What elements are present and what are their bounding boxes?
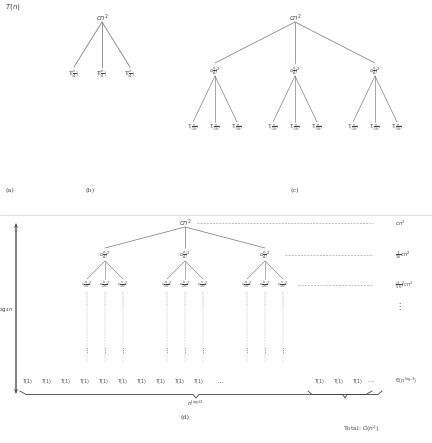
Text: $\cdots$: $\cdots$ — [216, 377, 224, 385]
Text: $T\!\left(\frac{n}{4}\right)$: $T\!\left(\frac{n}{4}\right)$ — [124, 67, 136, 78]
Text: $T\!\left(\frac{n}{16}\right)$: $T\!\left(\frac{n}{16}\right)$ — [311, 123, 323, 133]
Text: $c\!\left(\!\frac{n}{16}\!\right)^{\!2}$: $c\!\left(\!\frac{n}{16}\!\right)^{\!2}$ — [277, 280, 289, 290]
Text: $T(1)$: $T(1)$ — [60, 377, 72, 385]
Text: $T(1)$: $T(1)$ — [118, 377, 128, 385]
Text: $c\!\left(\!\frac{n}{4}\!\right)^{\!2}$: $c\!\left(\!\frac{n}{4}\!\right)^{\!2}$ — [259, 249, 271, 260]
Text: $T(1)$: $T(1)$ — [334, 377, 344, 385]
Text: $c\!\left(\!\frac{n}{16}\!\right)^{\!2}$: $c\!\left(\!\frac{n}{16}\!\right)^{\!2}$ — [99, 280, 111, 290]
Text: $c\!\left(\!\frac{n}{16}\!\right)^{\!2}$: $c\!\left(\!\frac{n}{16}\!\right)^{\!2}$ — [197, 280, 209, 290]
Text: $T(1)$: $T(1)$ — [194, 377, 204, 385]
Text: $T\!\left(\frac{n}{16}\right)$: $T\!\left(\frac{n}{16}\right)$ — [347, 123, 359, 133]
Text: $c\!\left(\!\frac{n}{16}\!\right)^{\!2}$: $c\!\left(\!\frac{n}{16}\!\right)^{\!2}$ — [259, 280, 271, 290]
Text: $c\!\left(\!\frac{n}{4}\!\right)^{\!2}$: $c\!\left(\!\frac{n}{4}\!\right)^{\!2}$ — [369, 65, 381, 75]
Text: $T\!\left(\frac{n}{16}\right)$: $T\!\left(\frac{n}{16}\right)$ — [289, 123, 301, 133]
Text: $T(1)$: $T(1)$ — [156, 377, 166, 385]
Text: $\vdots$: $\vdots$ — [395, 302, 402, 312]
Text: $T\!\left(\frac{n}{16}\right)$: $T\!\left(\frac{n}{16}\right)$ — [267, 123, 279, 133]
Text: $T\!\left(\frac{n}{16}\right)$: $T\!\left(\frac{n}{16}\right)$ — [187, 123, 199, 133]
Text: $c\!\left(\!\frac{n}{16}\!\right)^{\!2}$: $c\!\left(\!\frac{n}{16}\!\right)^{\!2}$ — [118, 280, 129, 290]
Text: $\vdots$: $\vdots$ — [182, 347, 187, 355]
Text: $\vdots$: $\vdots$ — [121, 347, 126, 355]
Text: $T\!\left(\frac{n}{16}\right)$: $T\!\left(\frac{n}{16}\right)$ — [369, 123, 381, 133]
Text: $cn^2$: $cn^2$ — [395, 218, 406, 228]
Text: $c\!\left(\!\frac{n}{16}\!\right)^{\!2}$: $c\!\left(\!\frac{n}{16}\!\right)^{\!2}$ — [179, 280, 191, 290]
Text: $T\!\left(\frac{n}{4}\right)$: $T\!\left(\frac{n}{4}\right)$ — [96, 67, 108, 78]
Text: $T(n)$: $T(n)$ — [5, 2, 21, 12]
Text: $T(1)$: $T(1)$ — [98, 377, 109, 385]
Text: $cn^2$: $cn^2$ — [95, 12, 108, 23]
Text: $\!\left(\!\frac{3}{16}\!\right)^{\!2}\!cn^2$: $\!\left(\!\frac{3}{16}\!\right)^{\!2}\!… — [395, 279, 413, 291]
Text: $c\!\left(\!\frac{n}{4}\!\right)^{\!2}$: $c\!\left(\!\frac{n}{4}\!\right)^{\!2}$ — [210, 65, 221, 75]
Text: $T(1)$: $T(1)$ — [79, 377, 91, 385]
Text: $\vdots$: $\vdots$ — [102, 347, 108, 355]
Text: $\vdots$: $\vdots$ — [280, 347, 286, 355]
Text: Total: $O(n^2)$: Total: $O(n^2)$ — [343, 424, 380, 434]
Text: $c\!\left(\!\frac{n}{16}\!\right)^{\!2}$: $c\!\left(\!\frac{n}{16}\!\right)^{\!2}$ — [161, 280, 173, 290]
Text: $T(1)$: $T(1)$ — [175, 377, 185, 385]
Text: $\Theta(n^{\log_4 3})$: $\Theta(n^{\log_4 3})$ — [395, 376, 417, 386]
Text: $c\!\left(\!\frac{n}{4}\!\right)^{\!2}$: $c\!\left(\!\frac{n}{4}\!\right)^{\!2}$ — [179, 249, 191, 260]
Text: $\log_4 n$: $\log_4 n$ — [0, 304, 14, 314]
Text: $\vdots$: $\vdots$ — [85, 347, 89, 355]
Text: $c\!\left(\!\frac{n}{16}\!\right)^{\!2}$: $c\!\left(\!\frac{n}{16}\!\right)^{\!2}$ — [241, 280, 253, 290]
Text: $\frac{3}{16}cn^2$: $\frac{3}{16}cn^2$ — [395, 249, 411, 261]
Text: $n^{\log_4 3}$: $n^{\log_4 3}$ — [187, 399, 205, 408]
Text: $\vdots$: $\vdots$ — [245, 347, 250, 355]
Text: $T(1)$: $T(1)$ — [137, 377, 147, 385]
Text: $T\!\left(\frac{n}{16}\right)$: $T\!\left(\frac{n}{16}\right)$ — [231, 123, 243, 133]
Text: $cn^2$: $cn^2$ — [179, 218, 191, 229]
Text: (c): (c) — [291, 188, 299, 194]
Text: $T(1)$: $T(1)$ — [41, 377, 53, 385]
Text: $\vdots$: $\vdots$ — [263, 347, 267, 355]
Text: $c\!\left(\!\frac{n}{4}\!\right)^{\!2}$: $c\!\left(\!\frac{n}{4}\!\right)^{\!2}$ — [99, 249, 111, 260]
Text: $cn^2$: $cn^2$ — [289, 12, 302, 23]
Text: (b): (b) — [86, 188, 95, 194]
Text: $T(1)$: $T(1)$ — [314, 377, 325, 385]
Text: $\vdots$: $\vdots$ — [165, 347, 169, 355]
Text: (a): (a) — [6, 188, 15, 194]
Text: $T(1)$: $T(1)$ — [353, 377, 363, 385]
Text: $T\!\left(\frac{n}{16}\right)$: $T\!\left(\frac{n}{16}\right)$ — [209, 123, 221, 133]
Text: (d): (d) — [181, 416, 190, 420]
Text: $\vdots$: $\vdots$ — [200, 347, 206, 355]
Text: $T(1)$: $T(1)$ — [22, 377, 34, 385]
Text: $c\!\left(\!\frac{n}{4}\!\right)^{\!2}$: $c\!\left(\!\frac{n}{4}\!\right)^{\!2}$ — [289, 65, 301, 75]
Text: $T\!\left(\frac{n}{16}\right)$: $T\!\left(\frac{n}{16}\right)$ — [391, 123, 403, 133]
Text: $c\!\left(\!\frac{n}{16}\!\right)^{\!2}$: $c\!\left(\!\frac{n}{16}\!\right)^{\!2}$ — [81, 280, 93, 290]
Text: $T\!\left(\frac{n}{4}\right)$: $T\!\left(\frac{n}{4}\right)$ — [68, 67, 79, 78]
